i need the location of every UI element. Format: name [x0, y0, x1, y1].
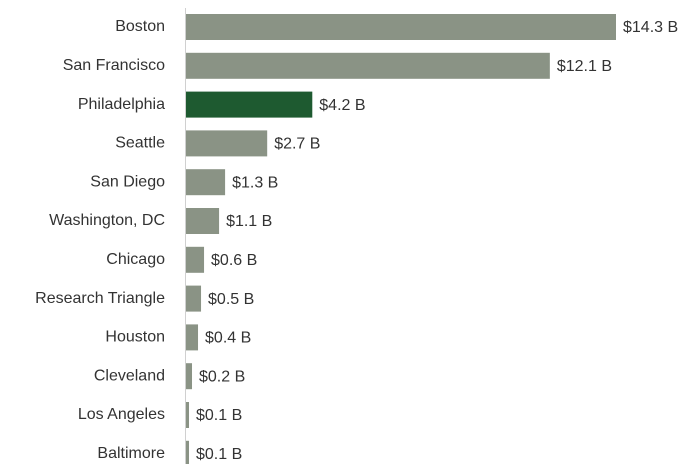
- value-label: $2.7 B: [274, 136, 320, 153]
- category-label: Boston: [115, 18, 165, 35]
- bar: [186, 440, 190, 464]
- value-label: $0.1 B: [196, 407, 242, 424]
- bar: [186, 402, 190, 428]
- category-label: Los Angeles: [78, 406, 165, 423]
- value-label: $12.1 B: [557, 58, 612, 75]
- bar: [186, 14, 616, 40]
- category-label: Chicago: [106, 251, 165, 268]
- value-label: $14.3 B: [623, 19, 678, 36]
- bar: [186, 246, 205, 273]
- category-label: San Diego: [90, 173, 165, 190]
- bar: [186, 363, 193, 390]
- category-label: Seattle: [115, 135, 165, 152]
- category-label: Baltimore: [97, 445, 165, 462]
- category-label: Philadelphia: [78, 96, 165, 113]
- category-label: San Francisco: [63, 57, 165, 74]
- category-label: Research Triangle: [35, 290, 165, 307]
- bar: [186, 169, 226, 196]
- value-label: $0.6 B: [211, 252, 257, 269]
- bar: [186, 130, 268, 157]
- value-label: $0.2 B: [199, 368, 245, 385]
- value-label: $0.5 B: [208, 291, 254, 308]
- bar: [186, 285, 202, 312]
- bar: [186, 324, 199, 351]
- category-label: Cleveland: [94, 367, 165, 384]
- bar: [186, 52, 550, 79]
- value-label: $0.4 B: [205, 330, 251, 347]
- value-label: $0.1 B: [196, 446, 242, 463]
- category-label: Washington, DC: [49, 212, 165, 229]
- bar: [186, 91, 313, 118]
- category-label: Houston: [105, 329, 165, 346]
- bar: [186, 208, 220, 234]
- value-label: $1.3 B: [232, 174, 278, 191]
- value-label: $4.2 B: [319, 97, 365, 114]
- value-label: $1.1 B: [226, 213, 272, 230]
